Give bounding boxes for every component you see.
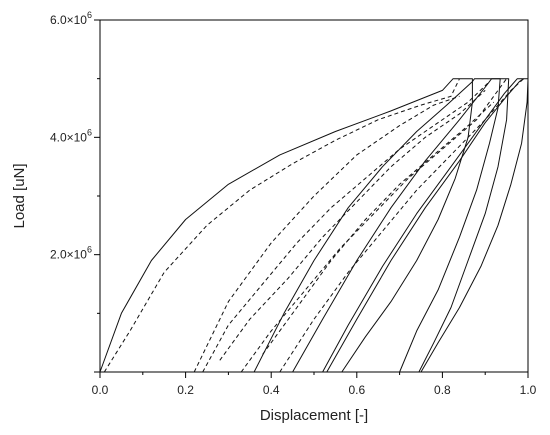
series-9-curve <box>219 90 486 361</box>
y-axis-ticks: 2.0×106 4.0×106 6.0×106 <box>50 10 100 373</box>
x-tick-label: 0.6 <box>348 383 365 397</box>
plot-frame <box>99 19 529 373</box>
series-11-curve <box>262 101 495 355</box>
series-3-curve <box>253 78 501 373</box>
y-tick-label: 2.0×106 <box>50 245 92 262</box>
series-0-curve <box>99 78 473 373</box>
x-tick-label: 0.0 <box>92 383 109 397</box>
series-1-curve <box>103 78 460 373</box>
y-tick-label: 4.0×106 <box>50 127 92 144</box>
x-tick-label: 0.8 <box>434 383 451 397</box>
x-axis-label: Displacement [-] <box>260 407 368 424</box>
series-8-curve <box>240 78 508 373</box>
series-7-curve <box>202 81 490 373</box>
series-4-curve <box>292 78 510 373</box>
curves-layer <box>99 78 529 373</box>
y-tick-label: 6.0×106 <box>50 10 92 27</box>
series-2-curve <box>193 95 460 373</box>
x-tick-label: 1.0 <box>520 383 537 397</box>
x-tick-label: 0.2 <box>177 383 194 397</box>
series-10-curve <box>279 78 525 373</box>
x-axis-ticks: 0.0 0.2 0.4 0.6 0.8 1.0 <box>92 372 537 397</box>
x-tick-label: 0.4 <box>263 383 280 397</box>
series-6-curve <box>326 78 524 373</box>
series-5-curve <box>322 78 529 373</box>
y-axis-label: Load [uN] <box>11 163 28 228</box>
